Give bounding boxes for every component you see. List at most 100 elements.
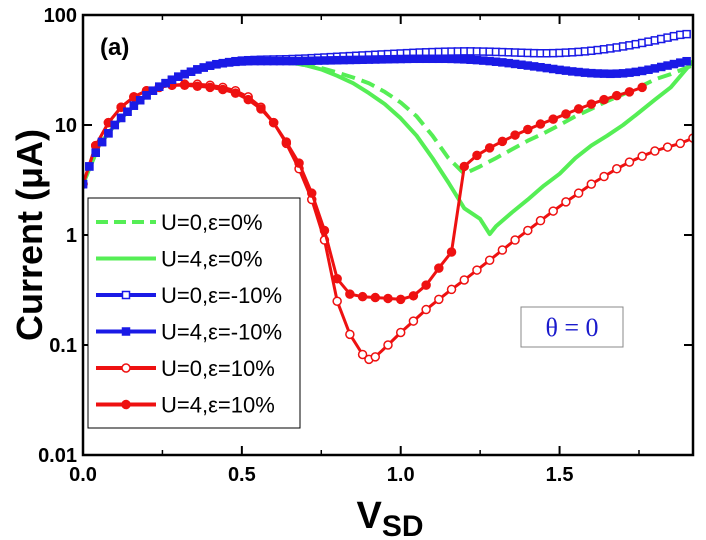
data-point bbox=[408, 316, 419, 326]
data-point bbox=[472, 265, 482, 275]
data-point bbox=[121, 399, 131, 410]
data-point bbox=[446, 247, 457, 257]
data-point bbox=[637, 151, 647, 161]
data-point bbox=[548, 114, 558, 124]
data-point bbox=[599, 171, 609, 182]
data-point bbox=[135, 95, 145, 105]
data-point bbox=[345, 329, 355, 340]
panel-label: (a) bbox=[100, 34, 129, 61]
annotation-text: θ = 0 bbox=[545, 313, 598, 342]
data-point bbox=[624, 87, 635, 97]
data-point bbox=[97, 137, 107, 147]
data-point bbox=[121, 363, 131, 373]
data-point bbox=[573, 188, 584, 198]
data-point bbox=[637, 82, 647, 93]
data-point bbox=[535, 119, 546, 129]
data-point bbox=[459, 161, 469, 172]
data-point bbox=[83, 179, 88, 189]
data-point bbox=[561, 109, 571, 119]
data-point bbox=[535, 215, 546, 226]
series-2 bbox=[83, 29, 691, 189]
data-point bbox=[383, 293, 393, 304]
data-point bbox=[383, 340, 393, 350]
y-axis-title: Current (μA) bbox=[9, 129, 50, 341]
data-point bbox=[434, 263, 444, 273]
data-point bbox=[294, 158, 304, 168]
data-point bbox=[408, 291, 419, 301]
data-point bbox=[662, 142, 673, 152]
data-point bbox=[682, 56, 691, 66]
data-point bbox=[116, 113, 126, 123]
annotation-box: θ = 0 bbox=[520, 306, 624, 348]
x-tick-label: 1.5 bbox=[546, 464, 574, 486]
data-point bbox=[357, 291, 368, 302]
data-point bbox=[370, 292, 381, 303]
x-tick-label: 0.0 bbox=[69, 464, 97, 486]
data-point bbox=[510, 130, 520, 140]
data-point bbox=[395, 294, 406, 305]
data-point bbox=[129, 101, 139, 110]
data-point bbox=[192, 81, 203, 92]
data-point bbox=[319, 225, 330, 236]
series-3 bbox=[83, 54, 691, 189]
legend-label: U=4,ε=-10% bbox=[161, 320, 282, 345]
data-point bbox=[421, 304, 431, 315]
x-axis-title-sub: SD bbox=[382, 510, 424, 540]
data-point bbox=[332, 274, 342, 284]
data-point bbox=[612, 90, 622, 101]
annotation-frame bbox=[520, 306, 624, 348]
data-point bbox=[121, 327, 131, 336]
series-5 bbox=[83, 80, 647, 305]
data-point bbox=[586, 179, 597, 189]
data-point bbox=[116, 102, 126, 112]
data-point bbox=[357, 349, 368, 360]
ticks-layer: 0.0 0.5 1.0 1.5 0.01 0.1 1 10 100 bbox=[38, 5, 693, 486]
data-point bbox=[85, 162, 94, 171]
data-point bbox=[142, 91, 151, 100]
data-point bbox=[268, 117, 279, 128]
data-point bbox=[332, 296, 342, 306]
x-tick-label: 1.0 bbox=[387, 464, 415, 486]
legend-label: U=4,ε=0% bbox=[161, 247, 263, 272]
data-point bbox=[561, 197, 571, 207]
data-point bbox=[497, 136, 508, 147]
data-point bbox=[484, 255, 495, 265]
data-point bbox=[497, 245, 508, 255]
data-point bbox=[446, 284, 457, 295]
data-point bbox=[682, 29, 691, 39]
data-point bbox=[612, 164, 622, 174]
data-point bbox=[307, 188, 317, 198]
data-point bbox=[510, 235, 520, 245]
data-point bbox=[243, 94, 253, 105]
data-point bbox=[586, 99, 597, 109]
data-point bbox=[345, 289, 355, 299]
data-point bbox=[472, 150, 482, 161]
data-point bbox=[650, 146, 660, 156]
data-point bbox=[675, 138, 686, 149]
data-point bbox=[434, 294, 444, 305]
data-point bbox=[523, 124, 533, 135]
data-point bbox=[179, 80, 190, 90]
data-point bbox=[370, 352, 381, 362]
x-tick-label: 0.5 bbox=[228, 464, 256, 486]
data-point bbox=[218, 84, 228, 95]
data-point bbox=[523, 225, 533, 236]
data-point bbox=[599, 94, 609, 105]
legend-label: U=0,ε=10% bbox=[161, 356, 275, 381]
data-point bbox=[121, 290, 131, 300]
y-tick-label: 100 bbox=[44, 5, 77, 27]
data-point bbox=[256, 104, 266, 114]
legend-label: U=0,ε=-10% bbox=[161, 283, 282, 308]
data-point bbox=[548, 206, 558, 216]
data-point bbox=[624, 157, 635, 167]
y-tick-label: 0.1 bbox=[49, 335, 77, 357]
y-tick-label: 0.01 bbox=[38, 445, 77, 467]
data-point bbox=[484, 143, 495, 153]
x-axis-title-main: V bbox=[356, 495, 382, 537]
data-point bbox=[421, 280, 431, 290]
legend-label: U=0,ε=0% bbox=[161, 210, 263, 235]
series-layer bbox=[83, 29, 693, 365]
data-point bbox=[104, 129, 113, 138]
data-point bbox=[91, 148, 100, 157]
